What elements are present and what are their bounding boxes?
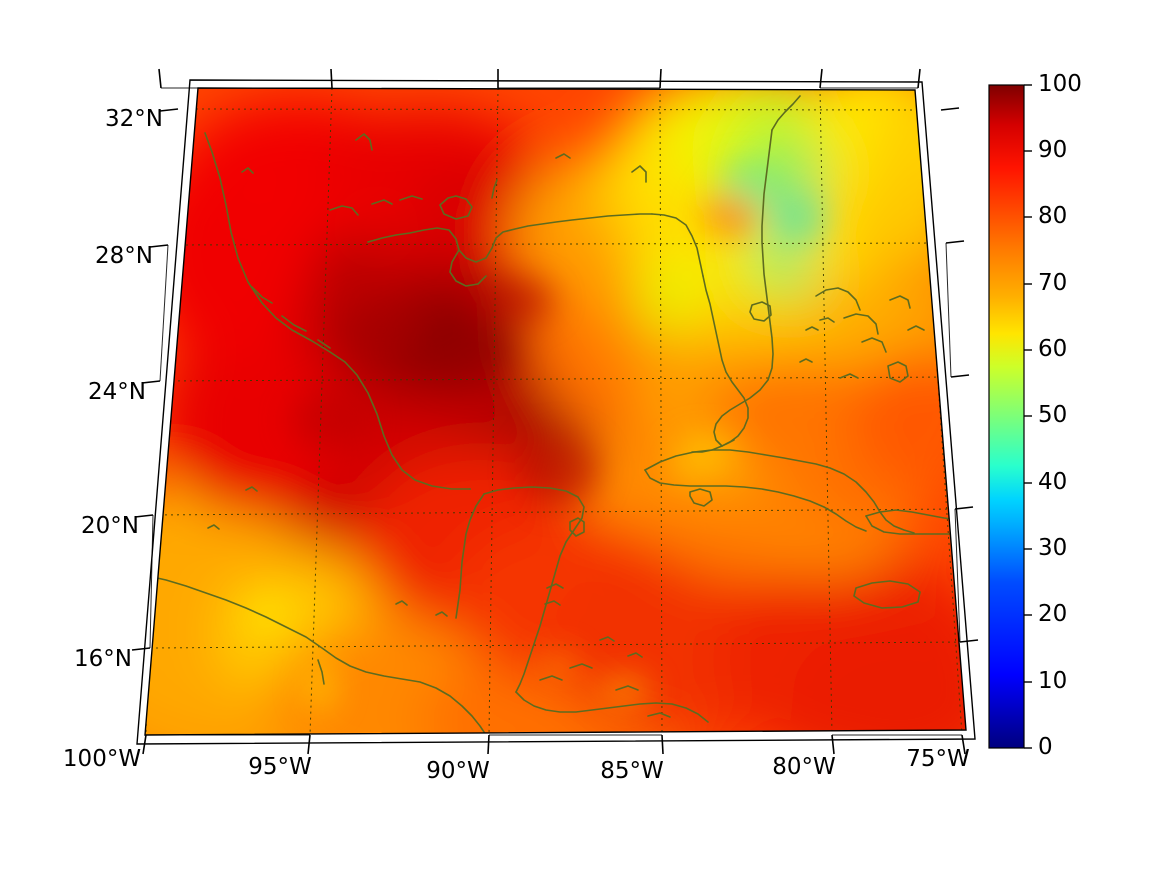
lat-tick-16N: 16°N <box>74 646 132 672</box>
colorbar-ticks <box>1024 84 1032 749</box>
colorbar-tick-40: 40 <box>1038 469 1068 495</box>
lon-tick-85W: 85°W <box>600 758 664 784</box>
lat-tick-20N: 20°N <box>81 513 139 539</box>
colorbar-tick-10: 10 <box>1038 668 1068 694</box>
lat-tick-28N: 28°N <box>95 243 153 269</box>
colorbar-tick-50: 50 <box>1038 402 1068 428</box>
colorbar-tick-20: 20 <box>1038 601 1068 627</box>
lon-tick-90W: 90°W <box>426 758 490 784</box>
colorbar-tick-80: 80 <box>1038 203 1068 229</box>
colorbar-tick-60: 60 <box>1038 336 1068 362</box>
lon-tick-75W: 75°W <box>906 746 970 772</box>
colorbar-gradient <box>988 84 1025 749</box>
scalar-field <box>145 88 966 735</box>
lat-tick-24N: 24°N <box>88 379 146 405</box>
lat-tick-32N: 32°N <box>105 106 163 132</box>
colorbar-tick-90: 90 <box>1038 137 1068 163</box>
frame-minor-segments <box>146 87 962 736</box>
colorbar-tick-100: 100 <box>1038 71 1082 97</box>
lon-tick-100W: 100°W <box>62 746 142 772</box>
lon-tick-95W: 95°W <box>248 754 312 780</box>
coastline-layer <box>147 95 963 735</box>
colorbar-tick-30: 30 <box>1038 535 1068 561</box>
colorbar-tick-0: 0 <box>1038 734 1053 760</box>
colorbar[interactable] <box>988 84 1032 749</box>
lon-tick-80W: 80°W <box>772 754 836 780</box>
colorbar-tick-70: 70 <box>1038 270 1068 296</box>
frame-ticks <box>131 68 979 755</box>
map-frame <box>136 79 976 745</box>
